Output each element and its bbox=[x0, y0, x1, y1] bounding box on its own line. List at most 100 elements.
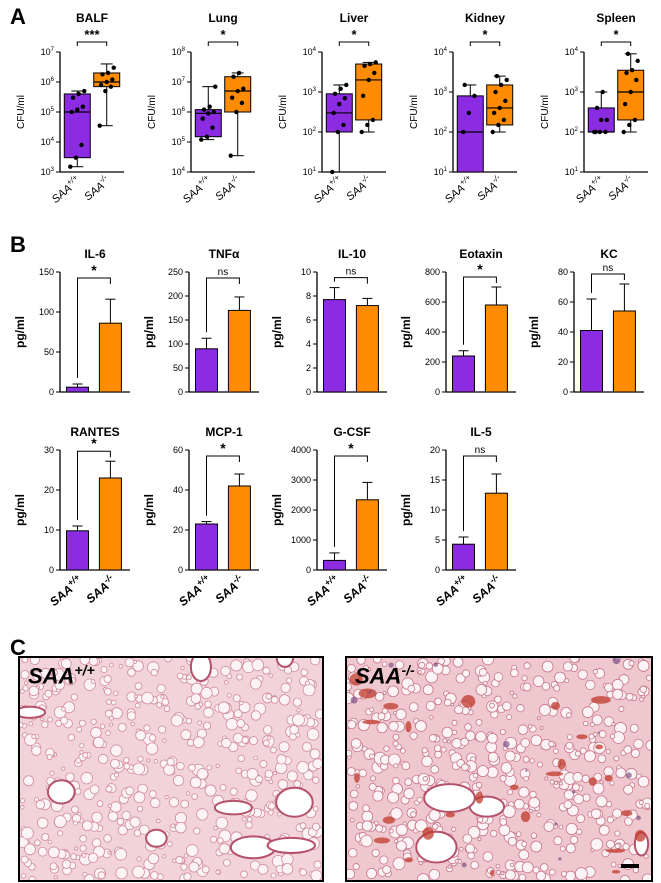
alveolus bbox=[569, 835, 579, 845]
significance-label: * bbox=[220, 440, 226, 456]
alveolus bbox=[506, 714, 512, 720]
y-tick-label: 150 bbox=[168, 315, 183, 325]
alveolus bbox=[246, 816, 253, 823]
alveolus bbox=[166, 757, 175, 766]
alveolus bbox=[441, 726, 453, 739]
alveolus bbox=[162, 854, 167, 859]
alveolus bbox=[632, 866, 639, 874]
data-point bbox=[622, 101, 628, 107]
hemorrhage-spot bbox=[634, 829, 646, 842]
alveolus bbox=[105, 785, 113, 793]
alveolus bbox=[645, 739, 651, 751]
alveolus bbox=[371, 848, 380, 858]
alveolus bbox=[84, 874, 95, 880]
histology-label-ko: SAA-/- bbox=[355, 662, 415, 689]
alveolus bbox=[241, 736, 249, 744]
data-point bbox=[599, 117, 604, 123]
alveolus bbox=[387, 685, 399, 698]
alveolus bbox=[134, 682, 143, 690]
alveolus bbox=[422, 776, 429, 782]
alveolus bbox=[535, 870, 547, 880]
data-point bbox=[597, 129, 603, 135]
hemorrhage-spot bbox=[611, 870, 621, 874]
alveolus bbox=[529, 790, 537, 799]
alveolus bbox=[146, 758, 151, 763]
y-axis-label: pg/ml bbox=[13, 316, 27, 348]
alveolus bbox=[382, 690, 387, 695]
alveolus bbox=[370, 775, 376, 782]
data-point bbox=[372, 70, 377, 76]
significance-label: * bbox=[482, 27, 488, 42]
alveolus bbox=[312, 758, 322, 769]
alveolus bbox=[47, 839, 53, 845]
alveolus bbox=[523, 775, 529, 782]
hemorrhage-spot bbox=[405, 721, 412, 733]
y-tick-label: 20 bbox=[430, 445, 440, 455]
alveolus bbox=[590, 837, 604, 851]
alveolus bbox=[481, 658, 495, 666]
significance-label: ns bbox=[603, 263, 614, 274]
panel-b-letter: B bbox=[10, 232, 26, 257]
alveolus bbox=[566, 734, 573, 740]
y-tick-label: 0 bbox=[435, 565, 440, 575]
data-point bbox=[600, 89, 605, 95]
alveolus bbox=[105, 730, 111, 736]
alveolus bbox=[90, 718, 97, 725]
y-tick-label: 4000 bbox=[291, 445, 311, 455]
y-tick-label: 103 bbox=[565, 87, 579, 97]
y-tick-label: 101 bbox=[565, 167, 579, 177]
alveolus bbox=[53, 815, 67, 828]
data-point bbox=[365, 122, 370, 128]
alveolus bbox=[421, 747, 428, 754]
alveolus bbox=[147, 853, 160, 865]
alveolus bbox=[475, 719, 483, 726]
data-point bbox=[79, 142, 84, 148]
alveolus bbox=[79, 834, 87, 843]
airway bbox=[213, 799, 253, 816]
alveolus bbox=[65, 772, 75, 782]
alveolus bbox=[372, 790, 384, 802]
y-tick-label: 4 bbox=[306, 339, 311, 349]
alveolus bbox=[175, 821, 187, 834]
data-point bbox=[604, 117, 610, 123]
alveolus bbox=[541, 660, 554, 673]
y-axis-label: CFU/ml bbox=[16, 95, 27, 129]
alveolus bbox=[116, 817, 125, 826]
data-point bbox=[69, 109, 74, 115]
data-point bbox=[493, 89, 498, 95]
y-tick-label: 0 bbox=[563, 387, 568, 397]
alveolus bbox=[553, 748, 559, 754]
chart-title: TNFα bbox=[209, 247, 240, 261]
alveolus bbox=[60, 716, 69, 725]
alveolus bbox=[81, 853, 87, 858]
alveolus bbox=[376, 722, 388, 734]
data-point bbox=[228, 153, 233, 158]
alveolus bbox=[383, 745, 390, 752]
alveolus bbox=[61, 766, 66, 771]
data-point bbox=[624, 70, 629, 76]
alveolus bbox=[565, 843, 576, 854]
alveolus bbox=[79, 750, 84, 755]
chart-il-10: IL-10 0 2 4 6 8 10 pg/ml ns bbox=[270, 247, 387, 397]
chart-g-csf: G-CSF 0 1000 2000 3000 4000 pg/ml SAA+/+ SAA-/- * bbox=[270, 425, 387, 609]
significance-bracket bbox=[207, 41, 239, 46]
significance-bracket bbox=[591, 273, 625, 293]
alveolus bbox=[114, 848, 128, 861]
alveolus bbox=[223, 680, 229, 685]
alveolus bbox=[401, 761, 411, 771]
alveolus bbox=[133, 694, 138, 699]
box bbox=[355, 63, 383, 121]
infiltrate-spot bbox=[554, 822, 558, 826]
alveolus bbox=[191, 793, 198, 800]
y-axis-label: CFU/ml bbox=[409, 95, 420, 129]
y-tick-label: 0 bbox=[435, 387, 440, 397]
alveolus bbox=[97, 871, 106, 880]
infiltrate-spot bbox=[572, 790, 576, 794]
hemorrhage-spot bbox=[445, 812, 455, 818]
hemorrhage-spot bbox=[509, 784, 519, 791]
alveolus bbox=[455, 673, 466, 684]
alveolus bbox=[360, 834, 373, 848]
alveolus bbox=[597, 754, 607, 764]
chart-title: IL-10 bbox=[338, 247, 366, 261]
alveolus bbox=[268, 779, 274, 785]
